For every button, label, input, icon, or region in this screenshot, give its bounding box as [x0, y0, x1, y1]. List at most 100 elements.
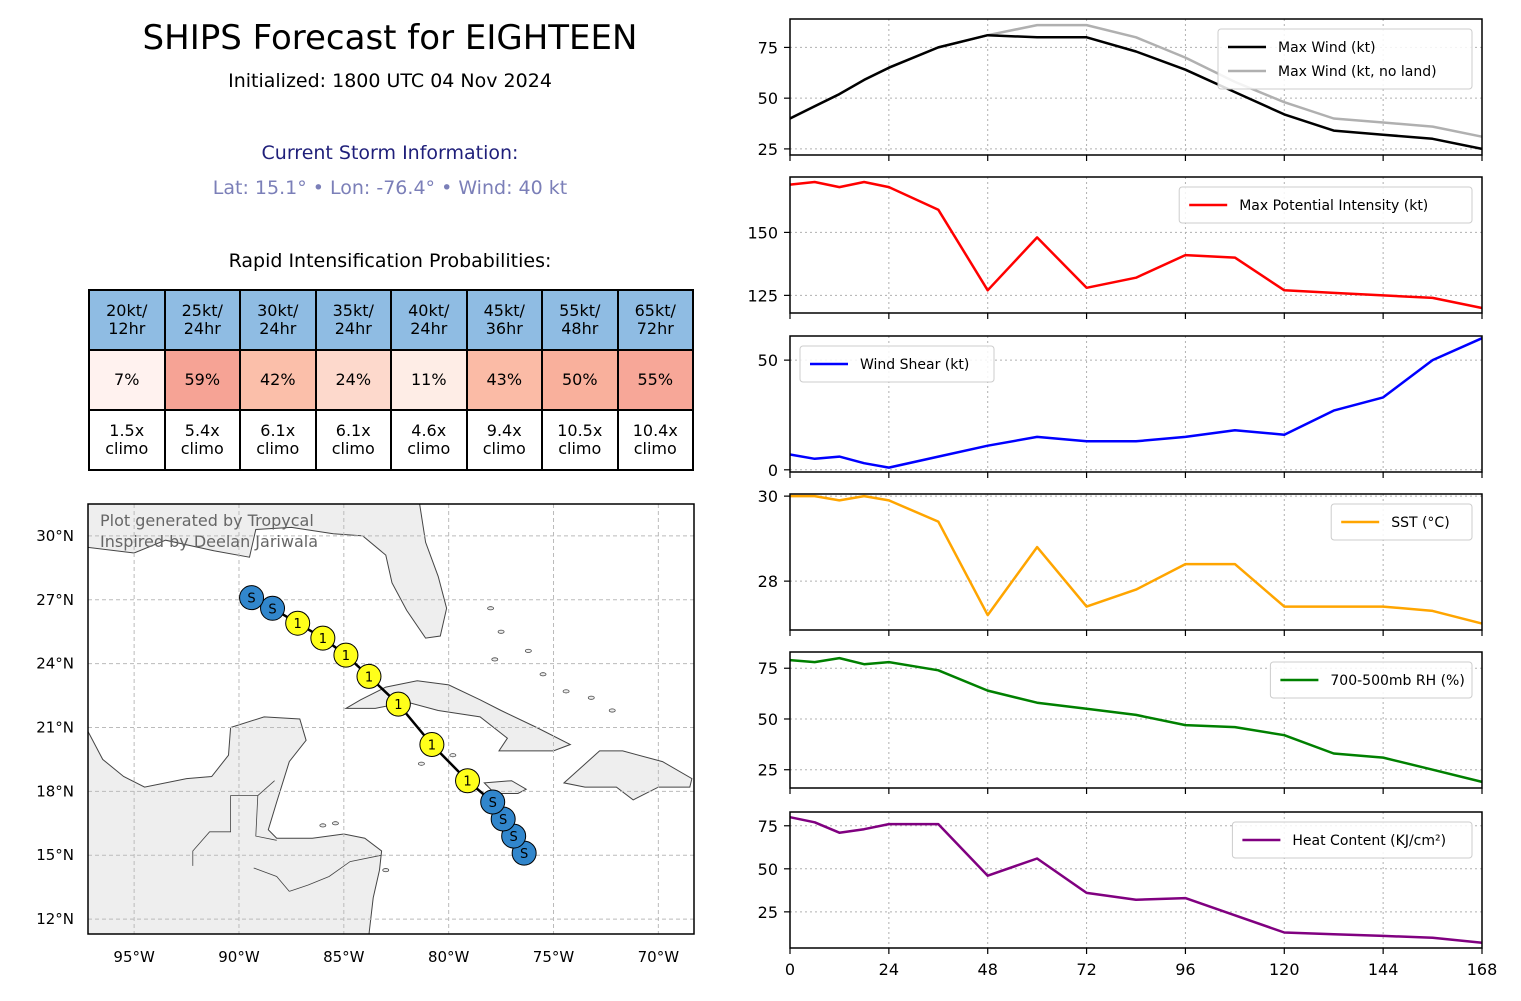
ri-climo-cell: 5.4x climo — [163, 409, 241, 471]
ri-climo-label: climo — [331, 439, 375, 458]
ri-climo-label: climo — [407, 439, 451, 458]
track-point-marker — [356, 663, 382, 689]
ri-header-cell: 20kt/12hr — [88, 289, 166, 351]
legend-label: Max Wind (kt) — [1278, 40, 1376, 56]
panel-frame — [789, 811, 1483, 949]
legend-label: Max Wind (kt, no land) — [1278, 64, 1437, 80]
y-tick-label: 25 — [758, 140, 778, 159]
small-island — [539, 672, 547, 677]
map-lat-label: 30°N — [36, 527, 74, 545]
y-tick-label: 150 — [747, 223, 778, 242]
track-point-category: S — [499, 813, 507, 828]
map-credit-line1: Plot generated by Tropycal — [100, 511, 314, 530]
legend-label: 700-500mb RH (%) — [1330, 673, 1464, 689]
ri-probability-cell: 55% — [616, 349, 694, 411]
map-lon-label: 70°W — [638, 948, 680, 966]
gulf-coast-florida — [88, 504, 448, 639]
panel-5: 25 50 75 0 24 48 72 96 120 144 168 Heat Content (KJ… — [758, 811, 1498, 979]
legend-label: SST (°C) — [1391, 515, 1449, 531]
series-line — [789, 337, 1483, 469]
series-line — [790, 494, 1483, 625]
map-lat-label: 15°N — [36, 846, 74, 864]
ri-climo-cell: 6.1x climo — [239, 409, 317, 471]
ri-probability-cell: 11% — [390, 349, 468, 411]
ri-probability-cell: 7% — [88, 349, 166, 411]
map-lat-label: 24°N — [36, 655, 74, 673]
ships-panels: 25 50 75 Max Wind (kt) Max Wind (kt, no land… — [747, 18, 1498, 979]
track-point-marker — [260, 595, 286, 621]
legend-box — [1231, 821, 1473, 859]
ri-period: 72hr — [636, 319, 674, 338]
panel-frame — [789, 18, 1483, 156]
small-island — [608, 708, 616, 713]
ri-header-cell: 35kt/24hr — [314, 289, 392, 351]
small-island — [449, 753, 457, 758]
y-tick-label: 50 — [758, 351, 778, 370]
y-tick-label: 50 — [758, 89, 778, 108]
track-point-category: 1 — [394, 698, 402, 713]
ri-probability-cell: 24% — [314, 349, 392, 411]
track-point-marker — [333, 642, 359, 668]
ri-threshold: 65kt/ — [634, 301, 676, 320]
y-tick-label: 0 — [768, 461, 778, 480]
series-line — [789, 180, 1483, 310]
legend-box — [1178, 186, 1473, 224]
track-point-category: 1 — [294, 617, 302, 632]
ri-climo-label: climo — [558, 439, 602, 458]
ri-climo-cell: 4.6x climo — [390, 409, 468, 471]
track-point-marker — [285, 610, 311, 636]
country-border — [192, 780, 275, 866]
legend-box — [1217, 28, 1473, 90]
ri-threshold: 40kt/ — [408, 301, 450, 320]
track-map: 95°W 90°W 85°W 80°W 75°W 70°W 12°N 15°N 18°N 21°N… — [36, 503, 695, 966]
x-tick-label: 0 — [785, 960, 795, 979]
ri-threshold: 30kt/ — [257, 301, 299, 320]
legend-label: Wind Shear (kt) — [860, 357, 969, 373]
track-point-marker — [239, 585, 265, 611]
panel-3: 28 30 SST (°C) — [758, 487, 1483, 636]
ri-climo-label: climo — [633, 439, 677, 458]
track-point-marker — [480, 789, 506, 815]
ri-threshold: 55kt/ — [559, 301, 601, 320]
ri-header-cell: 30kt/24hr — [239, 289, 317, 351]
ri-threshold: 45kt/ — [483, 301, 525, 320]
ri-climo-cell: 6.1x climo — [314, 409, 392, 471]
panel-4: 25 50 75 700-500mb RH (%) — [758, 651, 1483, 794]
country-border — [289, 854, 382, 892]
legend-label: Max Potential Intensity (kt) — [1239, 198, 1428, 214]
track-point-marker — [385, 691, 411, 717]
ri-climo-label: climo — [256, 439, 300, 458]
track-point-marker — [419, 732, 445, 758]
track-point-category: S — [268, 602, 276, 617]
x-tick-label: 168 — [1467, 960, 1498, 979]
ri-probability-cell: 50% — [541, 349, 619, 411]
x-tick-label: 144 — [1368, 960, 1399, 979]
ri-climo-label: climo — [482, 439, 526, 458]
ri-period: 36hr — [485, 319, 523, 338]
current-info-values: Lat: 15.1° • Lon: -76.4° • Wind: 40 kt — [212, 177, 568, 199]
x-tick-label: 72 — [1076, 960, 1096, 979]
series-line — [789, 815, 1483, 945]
track-point-category: 1 — [428, 739, 436, 754]
y-tick-label: 30 — [758, 487, 778, 506]
legend-box — [1269, 661, 1473, 699]
y-tick-label: 75 — [758, 817, 778, 836]
small-island — [418, 761, 425, 766]
y-tick-label: 125 — [747, 286, 778, 305]
track-point-category: S — [489, 796, 497, 811]
series-line — [789, 33, 1483, 151]
map-credit-line2: Inspired by Deelan Jariwala — [100, 532, 318, 551]
map-lon-label: 80°W — [428, 948, 470, 966]
map-lat-label: 27°N — [36, 591, 74, 609]
ri-probability-cell: 43% — [465, 349, 543, 411]
y-tick-label: 25 — [758, 761, 778, 780]
ri-header-cell: 55kt/48hr — [541, 289, 619, 351]
small-island — [491, 657, 499, 662]
ri-table: 20kt/12hr 25kt/24hr 30kt/24hr 35kt/24hr 40kt… — [88, 289, 694, 471]
small-island — [497, 629, 505, 634]
ri-header-cell: 40kt/24hr — [390, 289, 468, 351]
small-island — [487, 606, 495, 611]
map-frame — [87, 503, 695, 935]
map-lat-label: 21°N — [36, 719, 74, 737]
ri-climo-cell: 1.5x climo — [88, 409, 166, 471]
